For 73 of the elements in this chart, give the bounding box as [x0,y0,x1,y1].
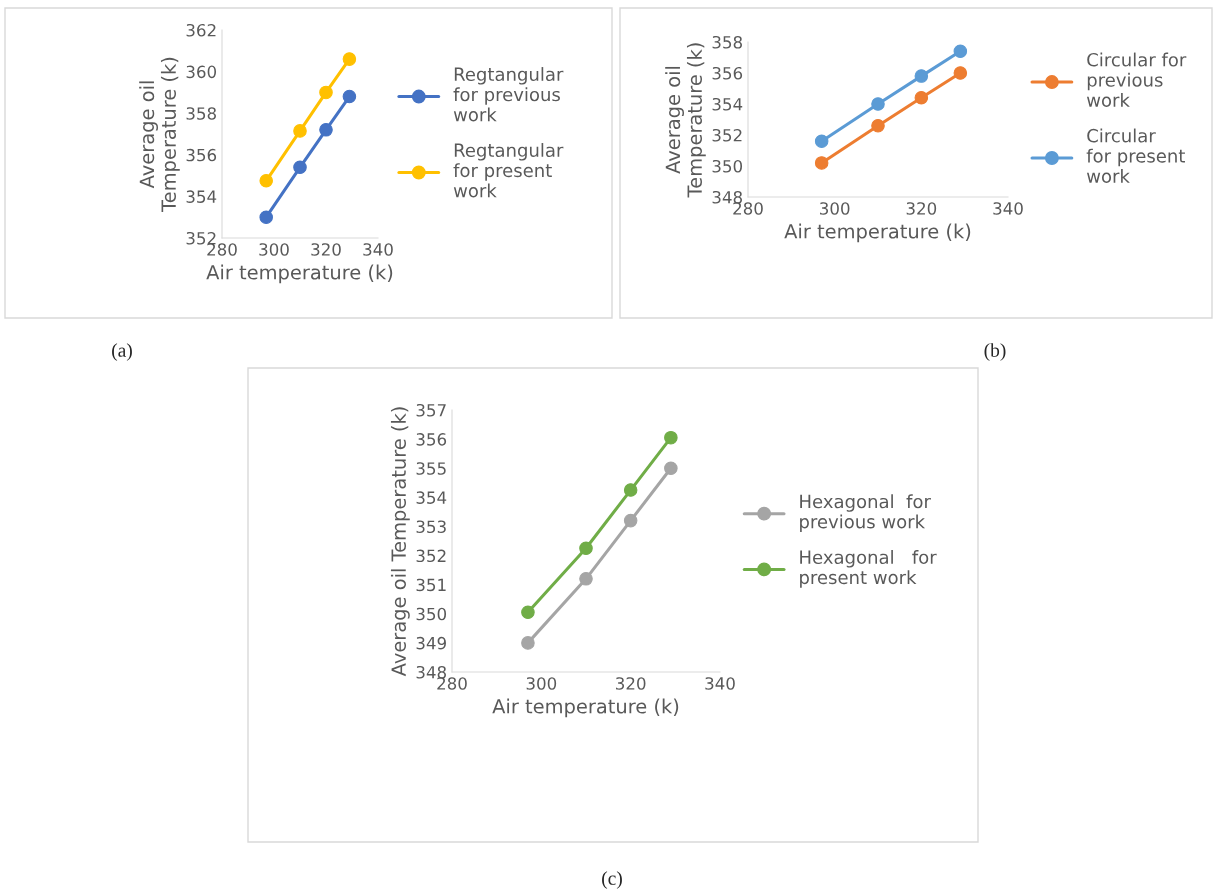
y-axis-title: Average oil Temperature (k) [390,407,410,677]
x-tick-label: 340 [993,202,1023,215]
y-tick-label: 356 [186,148,217,162]
x-tick-label: 320 [906,202,937,215]
point [259,210,273,224]
x-tick-label: 340 [363,243,393,256]
y-tick-label: 355 [416,462,446,475]
y-tick-label: 353 [416,520,446,534]
point [664,430,678,445]
point [259,174,273,188]
x-axis-title: Air temperature (k) [784,223,971,243]
x-tick-label: 280 [437,677,467,690]
point [293,124,307,138]
point [814,156,829,170]
y-axis-title: Average oil Temperature (k) [139,57,180,212]
point [871,118,885,133]
point [342,52,357,66]
text: (a) [112,343,132,361]
point [521,605,535,620]
x-tick-label: 300 [259,243,289,256]
point [953,66,968,80]
point [623,513,638,528]
point [579,541,593,556]
x-axis-title: Air temperature (k) [492,698,679,718]
x-tick-label: 300 [820,202,850,215]
legend-label: Regtangular for previous work [453,67,564,122]
legend-label: Circular for present work [1086,128,1185,183]
y-tick-label: 351 [416,578,446,592]
point [814,134,829,148]
y-tick-label: 356 [416,433,447,446]
y-tick-label: 360 [186,65,217,79]
point [521,636,535,650]
y-tick-label: 352 [186,231,216,245]
point [293,160,307,175]
y-tick-label: 354 [186,190,217,203]
legend-label: Regtangular for present work [453,143,564,198]
y-tick-label: 354 [712,97,743,111]
y-tick-label: 362 [186,23,216,37]
point [623,483,638,497]
point [914,91,929,105]
point [664,461,678,475]
point [914,69,929,83]
y-tick-label: 348 [416,665,446,679]
x-tick-label: 340 [705,677,735,690]
point [579,572,593,586]
y-tick-label: 352 [712,128,742,142]
legend-label: Hexagonal for previous work [800,494,931,532]
y-tick-label: 354 [416,491,447,504]
point [871,97,885,111]
y-tick-label: 357 [416,403,446,417]
point [953,44,968,59]
text: (b) [984,343,1006,361]
x-axis-title: Air temperature (k) [206,264,393,284]
y-axis-title: Average oil Temperature (k) [665,43,706,198]
y-tick-label: 352 [416,549,446,563]
x-tick-label: 320 [616,677,646,690]
legend-label: Hexagonal for present work [800,550,937,588]
x-tick-label: 280 [733,202,763,215]
x-tick-label: 320 [311,243,341,256]
x-tick-label: 280 [207,243,237,256]
text: (c) [602,871,622,889]
point [319,123,333,137]
x-tick-label: 300 [526,677,557,690]
y-tick-label: 358 [712,35,742,49]
y-tick-label: 350 [712,159,743,173]
point [342,89,357,104]
y-tick-label: 349 [416,636,446,650]
point [319,85,333,100]
y-tick-label: 350 [416,607,447,621]
y-tick-label: 348 [712,190,742,204]
y-tick-label: 356 [712,66,743,80]
legend-label: Circular for previous work [1086,52,1187,107]
y-tick-label: 358 [186,107,216,120]
